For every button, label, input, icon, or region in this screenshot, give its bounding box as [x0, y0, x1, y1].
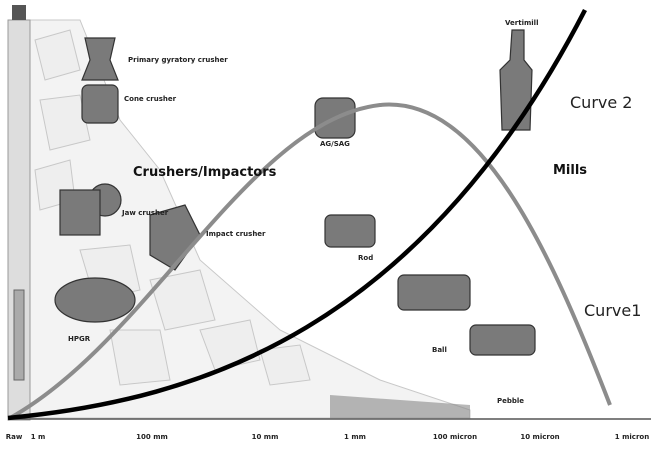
mine-shaft	[7, 5, 31, 421]
label: AG/SAG	[320, 140, 350, 148]
label: Cone crusher	[124, 95, 177, 103]
label: Ball	[432, 346, 447, 354]
axis-label: 100 micron	[433, 433, 477, 441]
axis-label: 10 mm	[252, 433, 279, 441]
axis-label: 1 micron	[615, 433, 649, 441]
curve-2	[7, 8, 587, 421]
curve-label: Curve 2	[570, 93, 632, 112]
rock-pile	[29, 19, 471, 419]
equipment-icons	[54, 29, 536, 356]
axis-label: 10 micron	[520, 433, 559, 441]
label: HPGR	[68, 335, 91, 343]
label: Impact crusher	[206, 230, 266, 238]
label: Jaw crusher	[121, 209, 169, 217]
label: Primary gyratory crusher	[128, 56, 228, 64]
label: Rod	[358, 254, 373, 262]
axis-label: Raw	[6, 433, 23, 441]
axis-labels: Raw 1 m 100 mm 10 mm 1 mm 100 micron 10 micron…	[6, 433, 650, 441]
label: Vertimill	[505, 19, 538, 27]
axis-label: 100 mm	[136, 433, 168, 441]
curve-label: Curve1	[584, 301, 641, 320]
label: Pebble	[497, 397, 524, 405]
curve-1	[9, 102, 612, 420]
axis-label: 1 m	[31, 433, 46, 441]
group-label: Crushers/Impactors	[133, 165, 277, 180]
axis-label: 1 mm	[344, 433, 366, 441]
group-label: Mills	[553, 163, 587, 178]
